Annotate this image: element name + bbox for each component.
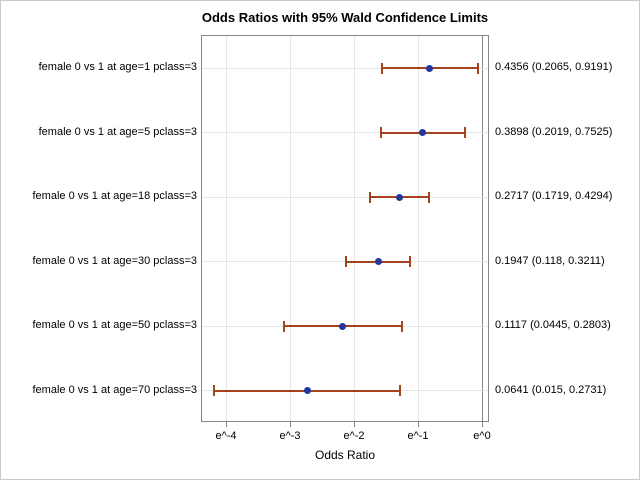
ci-cap-lower <box>369 191 372 203</box>
ci-cap-upper <box>398 385 401 397</box>
row-value: 0.1117 (0.0445, 0.2803) <box>495 319 611 332</box>
y-gridline <box>202 132 488 134</box>
ci-cap-lower <box>381 62 384 74</box>
x-gridline <box>418 36 419 421</box>
x-tick-label: e^0 <box>473 430 491 442</box>
x-gridline <box>354 36 355 421</box>
ci-cap-upper <box>400 320 403 332</box>
ci-cap-lower <box>213 385 216 397</box>
row-label: female 0 vs 1 at age=5 pclass=3 <box>38 125 197 138</box>
x-tick <box>289 422 291 427</box>
x-gridline <box>226 36 227 421</box>
x-tick <box>417 422 419 427</box>
odds-ratio-marker <box>396 193 404 201</box>
x-tick <box>481 422 483 427</box>
row-value: 0.4356 (0.2065, 0.9191) <box>495 61 613 74</box>
ci-cap-upper <box>409 256 412 268</box>
ci-cap-lower <box>282 320 285 332</box>
x-axis-title: Odds Ratio <box>314 448 376 462</box>
reference-line-e0 <box>482 36 483 421</box>
odds-ratio-marker <box>374 258 382 266</box>
x-tick-label: e^-2 <box>343 430 365 442</box>
x-gridline <box>290 36 291 421</box>
row-label: female 0 vs 1 at age=70 pclass=3 <box>32 383 198 396</box>
x-tick <box>225 422 227 427</box>
y-gridline <box>202 261 488 263</box>
y-gridline <box>202 67 488 69</box>
x-tick-label: e^-4 <box>215 430 237 442</box>
ci-cap-upper <box>463 127 466 139</box>
row-value: 0.3898 (0.2019, 0.7525) <box>495 125 613 138</box>
ci-cap-lower <box>379 127 382 139</box>
chart-title: Odds Ratios with 95% Wald Confidence Lim… <box>201 10 489 25</box>
plot-area <box>201 35 489 422</box>
row-label: female 0 vs 1 at age=30 pclass=3 <box>32 254 198 267</box>
ci-cap-upper <box>427 191 430 203</box>
row-label: female 0 vs 1 at age=1 pclass=3 <box>38 61 197 74</box>
odds-ratio-marker <box>303 387 311 395</box>
x-tick-label: e^-1 <box>407 430 429 442</box>
row-label: female 0 vs 1 at age=18 pclass=3 <box>32 190 198 203</box>
ci-cap-lower <box>345 256 348 268</box>
row-value: 0.0641 (0.015, 0.2731) <box>495 383 607 396</box>
ci-cap-upper <box>476 62 479 74</box>
x-tick <box>353 422 355 427</box>
row-value: 0.1947 (0.118, 0.3211) <box>495 254 605 267</box>
x-tick-label: e^-3 <box>279 430 301 442</box>
odds-ratio-marker <box>426 64 434 72</box>
row-value: 0.2717 (0.1719, 0.4294) <box>495 190 613 203</box>
row-label: female 0 vs 1 at age=50 pclass=3 <box>32 319 198 332</box>
odds-ratio-marker <box>419 129 427 137</box>
y-gridline <box>202 196 488 198</box>
odds-ratio-marker <box>339 322 347 330</box>
